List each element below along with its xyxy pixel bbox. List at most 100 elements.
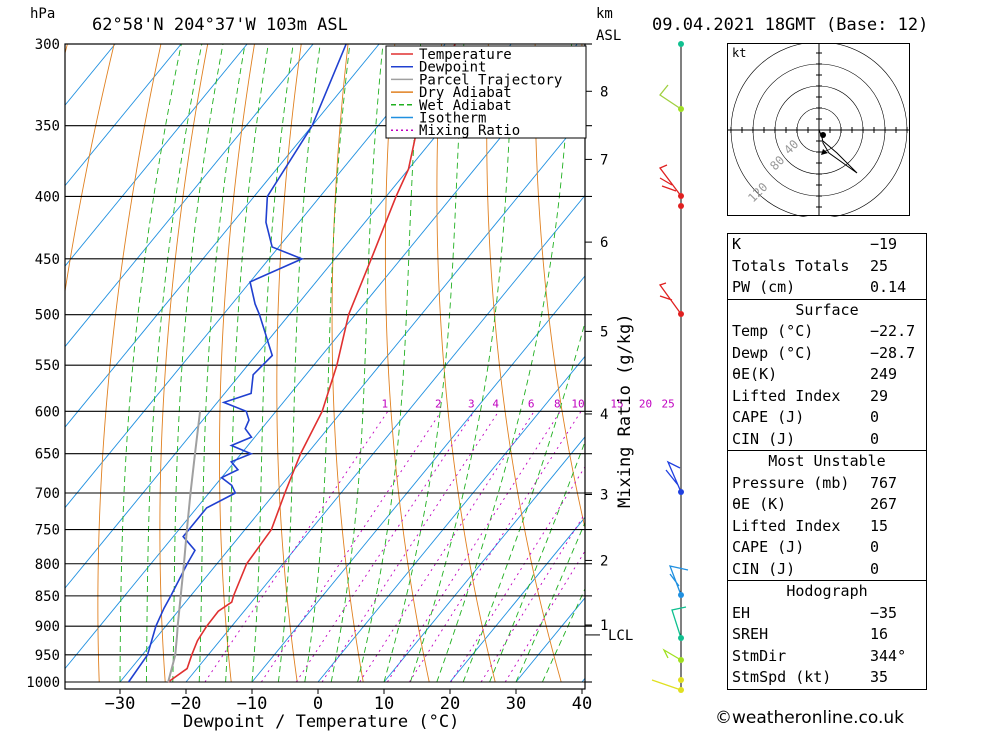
x-axis-label: Dewpoint / Temperature (°C) [183, 712, 459, 732]
hodograph-stat-value: 344° [870, 646, 907, 665]
wind-barb [651, 679, 682, 691]
dry-adiabat-line [384, 44, 430, 683]
most-unstable-value: 15 [870, 516, 889, 535]
pressure-tick-label: 800 [35, 557, 60, 573]
hodograph-stat-label: StmDir [732, 646, 787, 665]
hodograph-stat-value: 35 [870, 668, 889, 686]
surface-label: Lifted Index [732, 386, 841, 405]
datetime-title: 09.04.2021 18GMT (Base: 12) [652, 15, 928, 35]
surface-label: CIN (J) [732, 429, 796, 448]
pressure-tick-label: 550 [35, 358, 60, 374]
most-unstable-label: CAPE (J) [732, 538, 805, 556]
surface-row: CIN (J) 0 [728, 429, 926, 451]
mixing-ratio-label: 25 [661, 397, 674, 410]
mixing-ratio-line [260, 411, 442, 683]
dry-adiabat-line [534, 44, 585, 530]
pressure-tick-label: 350 [35, 119, 60, 135]
pressure-tick-labels: 300 350 400 450 500 550 600 650 700 750 800 850 900 9… [26, 37, 60, 691]
km-tick-label: 5 [600, 324, 608, 340]
pressure-lines [65, 43, 592, 683]
hodograph-stat-label: EH [732, 603, 751, 622]
surface-label: CAPE (J) [732, 408, 805, 426]
surface-label: Dewp (°C) [732, 343, 814, 362]
km-tick-label: 7 [600, 152, 608, 168]
km-tick-label: 8 [600, 84, 608, 100]
wind-profile [651, 41, 689, 693]
isotherm-line [65, 44, 446, 509]
mixing-ratio-line [204, 411, 389, 683]
pw-row: PW (cm) 0.14 [732, 278, 907, 296]
most-unstable-row: Lifted Index 15 [728, 516, 926, 538]
wet-adiabat-line [225, 44, 269, 683]
y-axis-label-right: Mixing Ratio (g/kg) [615, 314, 635, 508]
wind-barb [658, 282, 682, 315]
wind-barb [659, 84, 682, 110]
surface-label: θE(K) [732, 365, 778, 383]
dewpoint-profile [127, 44, 347, 683]
legend-entry: Parcel Trajectory [419, 72, 562, 88]
pressure-tick-label: 850 [35, 589, 60, 605]
isotherm-line [65, 44, 578, 670]
most-unstable-value: 0 [870, 559, 880, 578]
temperature-tick-label: −20 [171, 694, 202, 714]
storm-arrow [821, 149, 828, 155]
mixing-ratio-label: 10 [571, 397, 584, 410]
most-unstable-value: 267 [870, 495, 898, 513]
surface-row: CAPE (J) 0 [728, 407, 926, 429]
temperature-tick-label: −30 [105, 694, 136, 714]
indices-panel: K −19 Totals Totals 25 PW (cm) 0.14 Surface… [727, 233, 927, 690]
hodograph-stat-row: SREH 16 [728, 624, 926, 646]
wind-barb [671, 606, 687, 639]
isotherm-line [65, 44, 248, 267]
wet-adiabat-line [409, 44, 515, 683]
km-label: km [596, 6, 613, 22]
temperature-tick-label: 0 [313, 694, 323, 714]
pressure-tick-label: 400 [35, 189, 60, 205]
mixing-ratio-line [295, 411, 475, 683]
surface-value: 0 [870, 429, 880, 448]
temperature-tick-label: 20 [440, 694, 460, 714]
surface-row: Lifted Index 29 [728, 386, 926, 408]
temperature-tick-label: −10 [237, 694, 268, 714]
isotherm-line [449, 516, 585, 683]
wet-adiabat-line [515, 521, 585, 683]
isotherm-line [383, 436, 585, 683]
pressure-tick-label: 500 [35, 308, 60, 324]
isotherm-line [65, 44, 380, 428]
wind-barb [665, 460, 682, 493]
dry-adiabat-line [97, 44, 162, 683]
isotherm-line [65, 44, 314, 348]
surface-value: −28.7 [870, 343, 916, 362]
wet-adiabat-line [198, 44, 246, 683]
legend-entry: Isotherm [419, 111, 486, 127]
surface-value: 0 [870, 408, 880, 426]
temperature-tick-label: 40 [572, 694, 592, 714]
mixing-ratio-label: 2 [435, 397, 442, 410]
temperature-tick-labels: −30 −20 −10 0 10 20 30 40 [105, 689, 592, 714]
surface-value: 29 [870, 386, 889, 405]
totals-totals-row: Totals Totals 25 [732, 256, 889, 275]
wind-level-marker [678, 41, 684, 47]
wind-barb [668, 565, 689, 596]
hpa-label: hPa [30, 6, 55, 22]
wet-adiabat-line [462, 320, 585, 683]
hodograph-unit-label: kt [732, 46, 746, 60]
hodograph-stat-row: StmDir 344° [728, 646, 926, 668]
wet-adiabat-line [172, 44, 224, 683]
most-unstable-label: Pressure (mb) [732, 473, 850, 492]
wet-adiabat-line [119, 44, 182, 683]
most-unstable-row: CAPE (J) 0 [728, 537, 926, 559]
hodograph-stat-value: −35 [870, 603, 898, 622]
most-unstable-value: 0 [870, 538, 880, 556]
pressure-tick-label: 1000 [26, 675, 60, 691]
mixing-ratio-label: 3 [468, 397, 475, 410]
temperature-tick-label: 30 [506, 694, 526, 714]
copyright: ©weatheronline.co.uk [715, 708, 905, 728]
wet-adiabat-line [277, 44, 321, 683]
pressure-tick-label: 700 [35, 486, 60, 502]
pressure-tick-label: 950 [35, 648, 60, 664]
temperature-profile [167, 44, 456, 683]
pressure-tick-label: 900 [35, 619, 60, 635]
